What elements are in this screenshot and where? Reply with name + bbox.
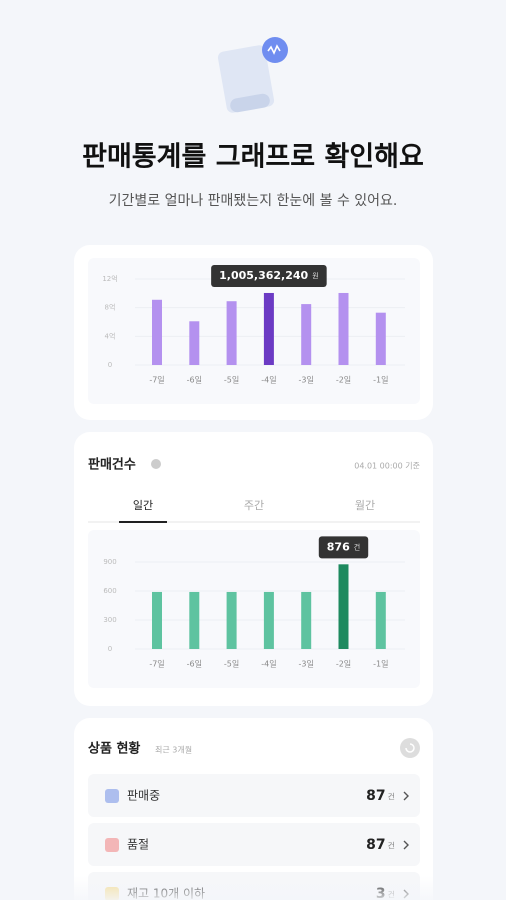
bar: [226, 301, 237, 365]
y-tick-label: 8억: [105, 304, 116, 312]
x-tick-label: -6일: [187, 376, 202, 385]
bar: [263, 591, 274, 649]
subtitle: 기간별로 얼마나 판매됐는지 한눈에 볼 수 있어요.: [109, 193, 398, 209]
data-label-unit: 건: [354, 542, 360, 551]
x-tick-label: -7일: [149, 376, 164, 385]
y-tick-label: 900: [103, 558, 116, 566]
title: 판매통계를 그래프로 확인해요: [82, 142, 424, 173]
data-label: 876: [327, 540, 350, 553]
y-tick-label: 300: [103, 616, 116, 624]
bar: [152, 591, 162, 649]
x-tick-label: -5일: [224, 376, 239, 385]
tab[interactable]: 월간: [355, 499, 375, 512]
bar: [338, 564, 349, 649]
data-label: 1,005,362,240: [219, 269, 308, 282]
x-tick-label: -3일: [299, 376, 314, 385]
chart-bg: [88, 530, 420, 688]
data-label-unit: 원: [312, 271, 318, 280]
x-tick-label: -1일: [373, 376, 388, 385]
tab[interactable]: 일간: [133, 498, 153, 512]
tooltip: [318, 536, 369, 559]
card-subtitle: 최근 3개월: [155, 745, 192, 755]
card-title: 판매건수: [88, 457, 136, 473]
tab[interactable]: 주간: [244, 499, 264, 512]
bar: [189, 591, 200, 649]
bar: [189, 321, 200, 365]
x-tick-label: -2일: [336, 660, 351, 669]
y-tick-label: 12억: [102, 275, 117, 283]
x-tick-label: -4일: [261, 376, 276, 385]
bar: [375, 591, 386, 649]
x-tick-label: -6일: [187, 660, 202, 669]
note: 04.01 00:00 기준: [354, 462, 420, 471]
bar: [301, 304, 312, 365]
refresh-button[interactable]: [400, 738, 420, 758]
y-tick-label: 600: [103, 587, 116, 595]
illustration: [217, 37, 288, 113]
fade: [0, 780, 506, 900]
info-icon: [151, 459, 161, 469]
bar: [152, 299, 162, 365]
x-tick-label: -5일: [224, 660, 239, 669]
x-tick-label: -4일: [261, 660, 276, 669]
y-tick-label: 4억: [105, 332, 116, 340]
x-tick-label: -1일: [373, 660, 388, 669]
bar: [263, 292, 274, 365]
bar: [375, 312, 386, 365]
chart-bg: [88, 258, 420, 404]
x-tick-label: -2일: [336, 376, 351, 385]
bar: [338, 292, 349, 365]
card-title: 상품 현황: [88, 741, 140, 757]
x-tick-label: -3일: [299, 660, 314, 669]
bar: [301, 591, 312, 649]
bar: [226, 591, 237, 649]
y-tick-label: 0: [108, 361, 112, 369]
y-tick-label: 0: [108, 645, 112, 653]
x-tick-label: -7일: [149, 660, 164, 669]
tooltip: [211, 264, 327, 287]
